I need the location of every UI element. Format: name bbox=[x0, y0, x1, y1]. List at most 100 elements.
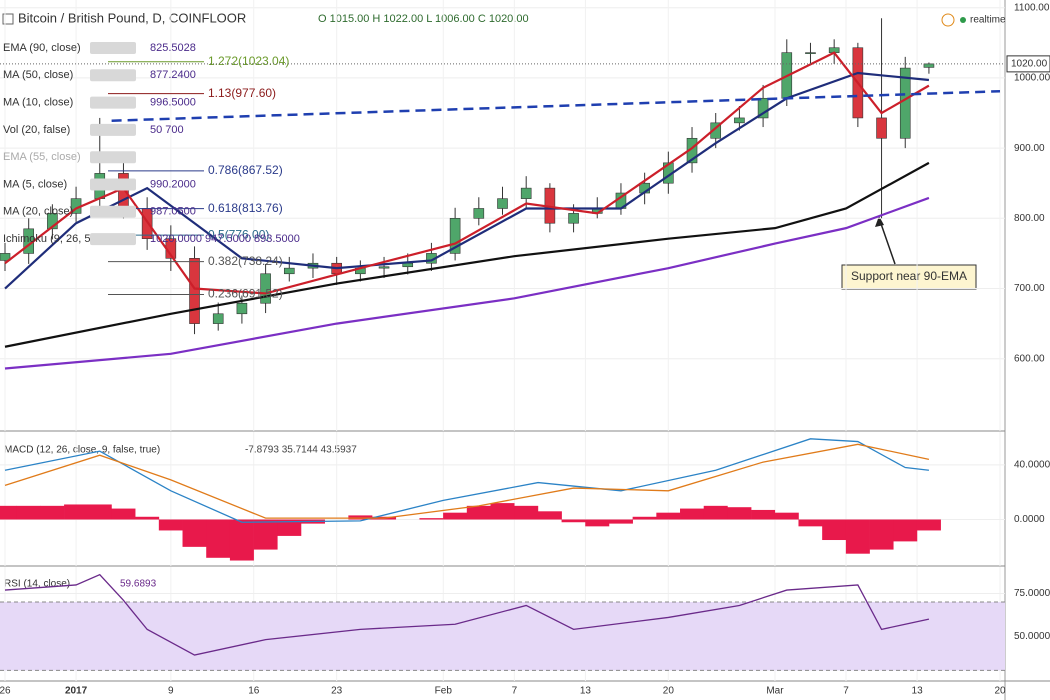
indicator-line bbox=[4, 71, 930, 290]
candle-body bbox=[283, 267, 295, 275]
legend-value: 877.2400 bbox=[150, 69, 196, 81]
histogram-bar bbox=[680, 508, 705, 520]
legend-value: 1020.0000 947.5000 893.5000 bbox=[150, 233, 300, 245]
legend-icons bbox=[90, 178, 136, 191]
candle-body bbox=[497, 198, 508, 209]
rsi-title: RSI (14, close) bbox=[4, 579, 70, 590]
candle-body bbox=[568, 213, 579, 224]
x-tick-label: 20 bbox=[663, 686, 675, 697]
histogram-bar bbox=[64, 504, 89, 520]
histogram-bar bbox=[703, 505, 728, 520]
candle-body bbox=[378, 266, 390, 269]
candle-body bbox=[805, 52, 816, 54]
histogram-bar bbox=[537, 511, 562, 520]
histogram-bar bbox=[822, 519, 847, 541]
candle-body bbox=[189, 258, 200, 324]
rsi-band bbox=[0, 602, 1005, 671]
fib-label: 0.5(776.00) bbox=[208, 227, 269, 241]
histogram-bar bbox=[466, 505, 491, 520]
y-tick-label: 75.0000 bbox=[1014, 588, 1050, 599]
arrow-head bbox=[875, 216, 884, 227]
candle-body bbox=[449, 218, 461, 254]
candle-body bbox=[473, 208, 485, 219]
histogram-bar bbox=[419, 518, 444, 520]
histogram-bar bbox=[774, 512, 799, 520]
candle-body bbox=[47, 213, 58, 230]
legend-name: EMA (55, close) bbox=[3, 151, 81, 163]
x-tick-label: 26 bbox=[0, 686, 11, 697]
x-tick-label: 7 bbox=[512, 686, 518, 697]
chart-title: Bitcoin / British Pound, D, COINFLOOR bbox=[18, 10, 246, 25]
y-tick-label: 1100.00 bbox=[1014, 2, 1050, 13]
indicator-line bbox=[4, 161, 930, 348]
legend-icons bbox=[90, 42, 136, 54]
grid bbox=[0, 0, 1005, 681]
collapse-icon[interactable] bbox=[2, 13, 14, 25]
legend-name: MA (20, close) bbox=[3, 206, 73, 218]
histogram-bar bbox=[561, 519, 586, 523]
histogram-bar bbox=[16, 505, 41, 520]
candle-body bbox=[236, 302, 248, 315]
histogram-bar bbox=[277, 519, 302, 536]
x-tick-label: 20 bbox=[994, 686, 1006, 697]
histogram-bar bbox=[632, 516, 657, 520]
histogram-bar bbox=[608, 519, 633, 524]
x-tick-label: 16 bbox=[248, 686, 260, 697]
x-tick-label: Mar bbox=[766, 686, 784, 697]
rsi-readout: 59.6893 bbox=[120, 579, 157, 590]
candle-body bbox=[876, 117, 887, 139]
x-tick-label: 2017 bbox=[65, 686, 88, 697]
candle-body bbox=[212, 313, 224, 324]
legend-icons bbox=[90, 123, 136, 136]
legend-value: 990.2000 bbox=[150, 178, 196, 190]
fib-label: 1.13(977.60) bbox=[208, 86, 276, 100]
candle-body bbox=[734, 117, 745, 124]
y-tick-label: 50.0000 bbox=[1014, 631, 1050, 642]
y-tick-label: 0.0000 bbox=[1014, 514, 1045, 525]
y-tick-label: 900.00 bbox=[1014, 143, 1045, 154]
last-price-label: 1020.00 bbox=[1011, 59, 1048, 70]
annotation-arrow bbox=[878, 217, 896, 265]
legend-value: 50 700 bbox=[150, 124, 184, 136]
y-tick-label: 40.0000 bbox=[1014, 459, 1050, 470]
clock-icon[interactable] bbox=[941, 13, 955, 27]
legend-value: 996.5000 bbox=[150, 97, 196, 109]
histogram-bar bbox=[348, 515, 373, 520]
ohlc-readout: O 1015.00 H 1022.00 L 1006.00 C 1020.00 bbox=[318, 13, 529, 25]
x-tick-label: 9 bbox=[168, 686, 174, 697]
indicator-line bbox=[4, 51, 930, 295]
fib-label: 0.786(867.52) bbox=[208, 163, 283, 177]
histogram-bar bbox=[182, 519, 207, 547]
legend-name: MA (5, close) bbox=[3, 178, 67, 190]
candle-body bbox=[923, 63, 935, 68]
candle-body bbox=[0, 253, 11, 261]
candle-body bbox=[520, 187, 532, 199]
histogram-bar bbox=[135, 516, 160, 520]
indicator-line bbox=[4, 573, 930, 656]
candle-body bbox=[260, 273, 271, 304]
fib-label: 0.236(691.52) bbox=[208, 287, 283, 301]
legend-value: 825.5028 bbox=[150, 42, 196, 54]
fib-label: 0.618(813.76) bbox=[208, 201, 283, 215]
candle-body bbox=[710, 122, 722, 139]
x-tick-label: 13 bbox=[912, 686, 924, 697]
histogram-bar bbox=[845, 519, 870, 554]
legend-name: EMA (90, close) bbox=[3, 42, 81, 54]
legend-icons bbox=[90, 96, 136, 109]
y-tick-label: 1000.00 bbox=[1014, 73, 1050, 84]
legend-name: Vol (20, false) bbox=[3, 124, 70, 136]
histogram-bar bbox=[585, 519, 610, 527]
macd-title: MACD (12, 26, close, 9, false, true) bbox=[4, 445, 160, 456]
histogram-bar bbox=[87, 504, 112, 520]
legend-value: 987.0500 bbox=[150, 206, 196, 218]
legend-icons bbox=[90, 69, 136, 82]
fib-label: 1.272(1023.04) bbox=[208, 54, 289, 68]
histogram-bar bbox=[751, 509, 776, 520]
realtime-dot bbox=[960, 17, 966, 23]
indicator-line bbox=[4, 438, 930, 523]
histogram-bar bbox=[443, 512, 468, 520]
candle-body bbox=[757, 97, 769, 119]
